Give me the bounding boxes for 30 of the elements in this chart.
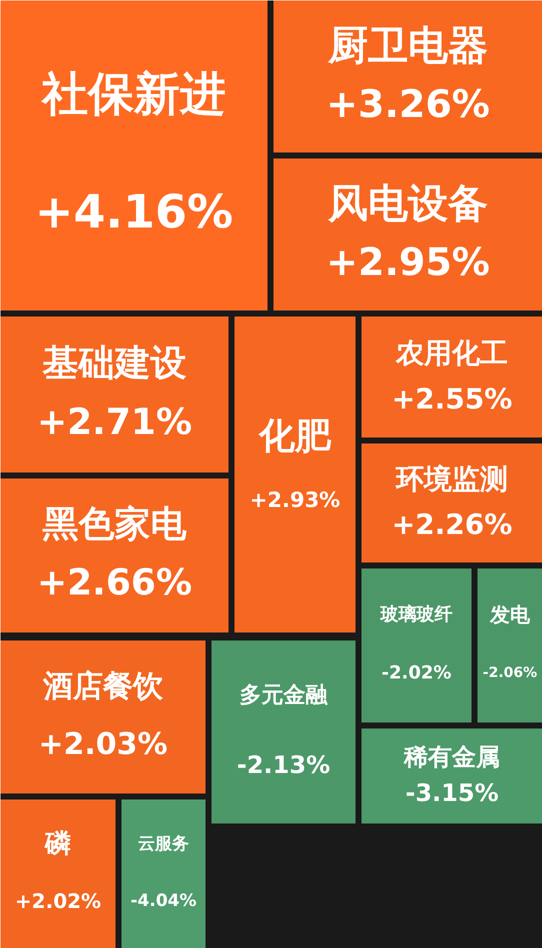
category-label: 发电 — [489, 602, 531, 627]
data-label: +2.03% — [38, 727, 168, 762]
data-label: +2.71% — [36, 402, 192, 444]
category-label: 云服务 — [138, 834, 189, 854]
category-label: 社保新进 — [40, 66, 226, 120]
category-label: 稀有金属 — [403, 743, 500, 771]
category-label: 玻璃玻纤 — [380, 604, 452, 626]
data-label: +2.93% — [250, 488, 340, 512]
category-label: 风电设备 — [327, 181, 488, 228]
data-label: +2.95% — [326, 240, 490, 284]
data-label: -4.04% — [130, 890, 197, 911]
data-label: -3.15% — [405, 779, 499, 808]
category-label: 黑色家电 — [42, 504, 188, 546]
category-label: 磷 — [44, 829, 71, 860]
category-label: 多元金融 — [240, 682, 328, 708]
data-label: +2.02% — [14, 888, 102, 913]
data-label: +2.26% — [392, 508, 512, 541]
data-label: -2.13% — [236, 750, 330, 779]
category-label: 化肥 — [258, 416, 332, 458]
data-label: -2.06% — [482, 665, 538, 682]
category-label: 厨卫电器 — [327, 23, 488, 70]
category-label: 农用化工 — [395, 336, 508, 370]
data-label: +4.16% — [34, 184, 234, 238]
category-label: 酒店餐饮 — [42, 668, 164, 704]
category-label: 基础建设 — [42, 342, 186, 384]
category-label: 环境监测 — [395, 462, 508, 496]
data-label: +2.66% — [36, 562, 192, 604]
data-label: +3.26% — [326, 82, 490, 126]
data-label: -2.02% — [382, 662, 452, 684]
data-label: +2.55% — [392, 382, 512, 416]
